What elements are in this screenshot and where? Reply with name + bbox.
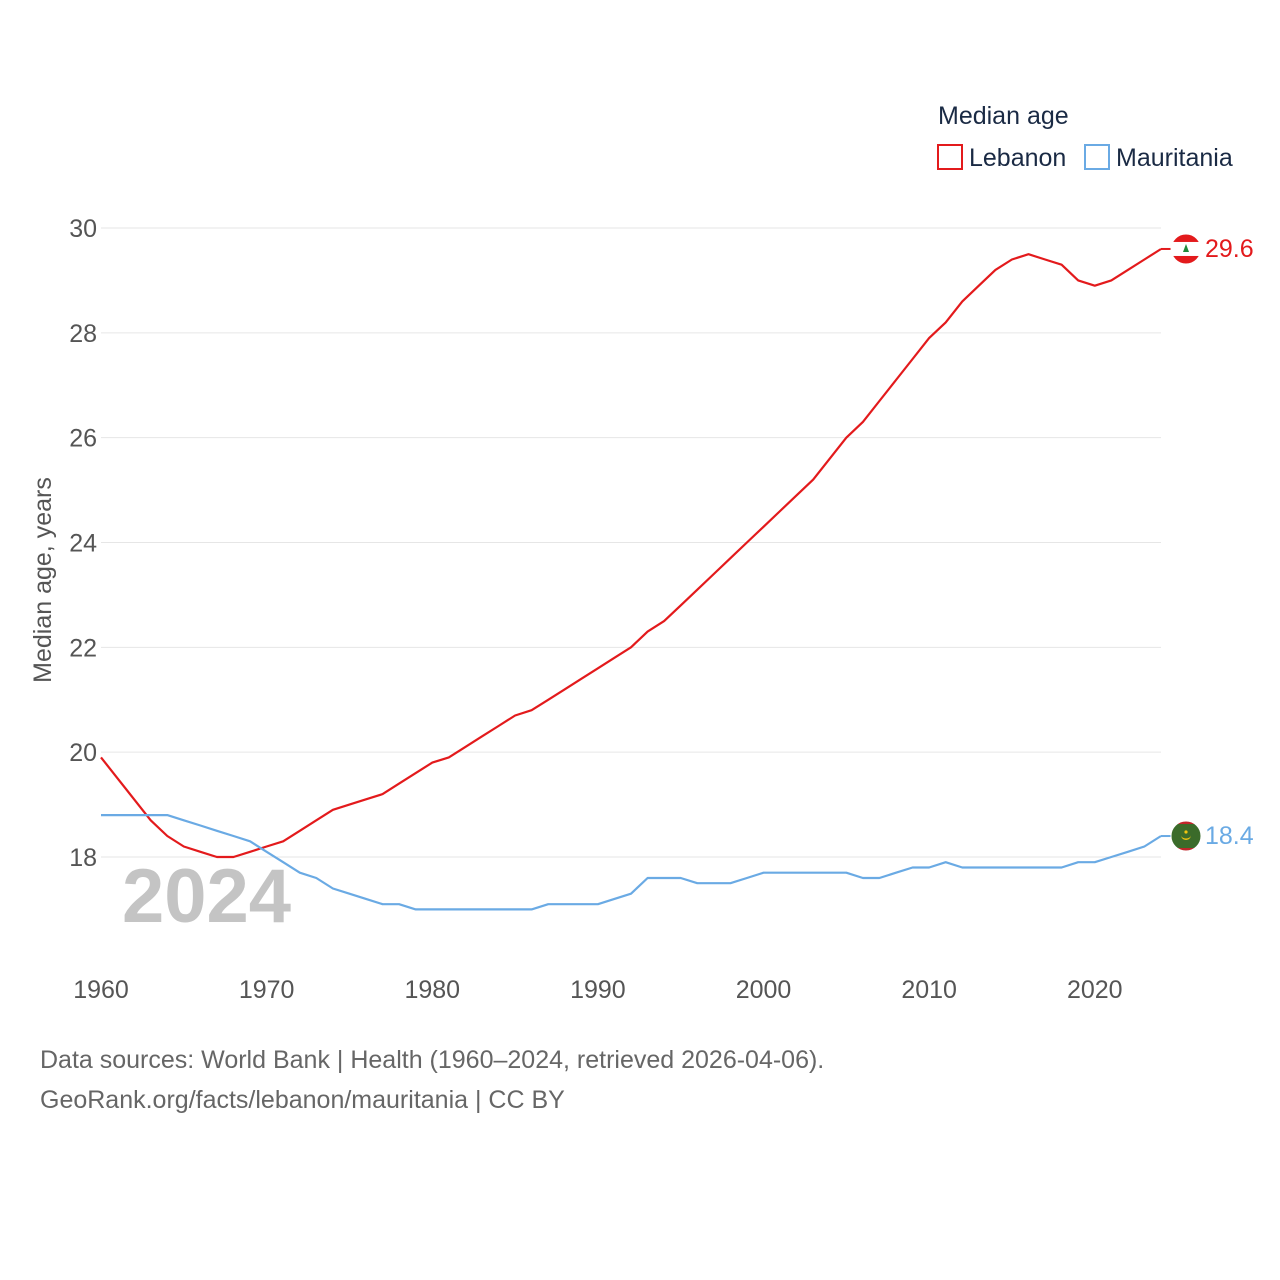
- legend-label-lebanon[interactable]: Lebanon: [969, 144, 1066, 172]
- legend-label-mauritania[interactable]: Mauritania: [1116, 144, 1233, 172]
- footer-attribution: GeoRank.org/facts/lebanon/mauritania | C…: [40, 1086, 565, 1114]
- end-value-label-lebanon: 29.6: [1205, 235, 1254, 263]
- year-watermark: 2024: [122, 854, 291, 939]
- y-tick-label-28: 28: [69, 320, 97, 348]
- y-axis-label: Median age, years: [29, 477, 57, 683]
- mauritania-flag-icon: [1170, 820, 1202, 852]
- x-tick-label-1960: 1960: [73, 976, 129, 1004]
- legend: Median age Lebanon Mauritania: [937, 102, 1233, 172]
- end-value-label-mauritania: 18.4: [1205, 822, 1254, 850]
- x-axis-ticks: 1960 1970 1980 1990 2000 2010 2020: [73, 976, 1122, 1004]
- y-tick-label-20: 20: [69, 739, 97, 767]
- x-tick-label-2010: 2010: [901, 976, 957, 1004]
- footer-sources: Data sources: World Bank | Health (1960–…: [40, 1046, 825, 1074]
- y-tick-label-26: 26: [69, 425, 97, 453]
- y-tick-label-18: 18: [69, 844, 97, 872]
- x-tick-label-1980: 1980: [404, 976, 460, 1004]
- legend-swatch-lebanon[interactable]: [937, 144, 963, 170]
- x-tick-label-1970: 1970: [239, 976, 295, 1004]
- series-lines: [100, 248, 1162, 911]
- y-axis-ticks: 18 20 22 24 26 28 30: [69, 215, 97, 872]
- end-markers: 29.6 18.4: [1161, 233, 1254, 852]
- lebanon-flag-icon: [1170, 233, 1202, 265]
- legend-title: Median age: [938, 102, 1069, 130]
- x-tick-label-1990: 1990: [570, 976, 626, 1004]
- legend-swatch-mauritania[interactable]: [1084, 144, 1110, 170]
- footer: Data sources: World Bank | Health (1960–…: [40, 1040, 824, 1120]
- line-chart: 18 20 22 24 26 28 30 1960 1970 1980 1990 2000 2010 2…: [29, 102, 1254, 1004]
- y-tick-label-24: 24: [69, 530, 97, 558]
- y-tick-label-22: 22: [69, 634, 97, 662]
- gridlines: [101, 227, 1161, 858]
- series-line-lebanon: [100, 248, 1162, 859]
- x-tick-label-2020: 2020: [1067, 976, 1123, 1004]
- x-tick-label-2000: 2000: [736, 976, 792, 1004]
- y-tick-label-30: 30: [69, 215, 97, 243]
